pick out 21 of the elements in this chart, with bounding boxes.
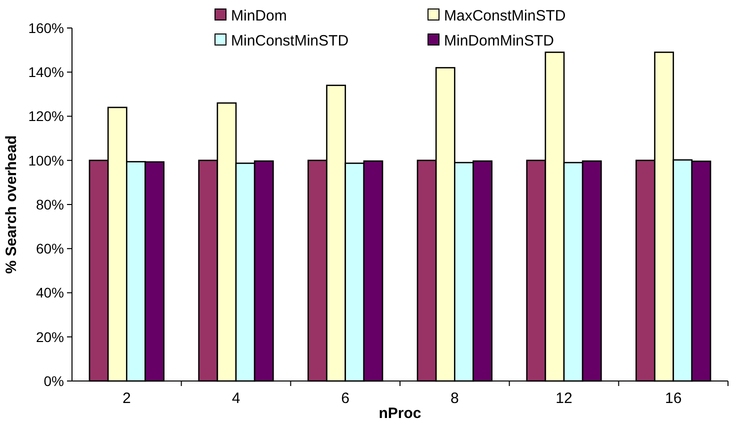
x-tick-label: 12 xyxy=(556,390,572,407)
x-tick-label: 16 xyxy=(664,390,682,407)
y-tick-label: 60% xyxy=(36,240,64,257)
y-tick-label: 80% xyxy=(36,196,64,212)
y-tick-label: 100% xyxy=(28,152,64,168)
x-tick-label: 4 xyxy=(232,390,240,407)
y-tick-label: 120% xyxy=(28,108,64,124)
legend-label: MaxConstMinSTD xyxy=(444,7,566,24)
legend-label: MinDomMinSTD xyxy=(444,32,554,50)
y-axis-title: % Search overhead xyxy=(3,135,20,274)
y-tick-label: 40% xyxy=(36,284,64,301)
x-tick-label: 2 xyxy=(122,390,131,407)
y-tick-label: 0% xyxy=(44,372,64,389)
y-tick-label: 160% xyxy=(28,20,64,36)
x-tick-label: 6 xyxy=(341,390,350,407)
legend-label: MinConstMinSTD xyxy=(231,32,349,50)
y-tick-label: 140% xyxy=(28,64,64,80)
x-axis-title: nProc xyxy=(378,405,422,422)
y-tick-label: 20% xyxy=(36,328,64,345)
x-tick-label: 8 xyxy=(450,390,459,407)
legend-label: MinDom xyxy=(231,7,287,24)
